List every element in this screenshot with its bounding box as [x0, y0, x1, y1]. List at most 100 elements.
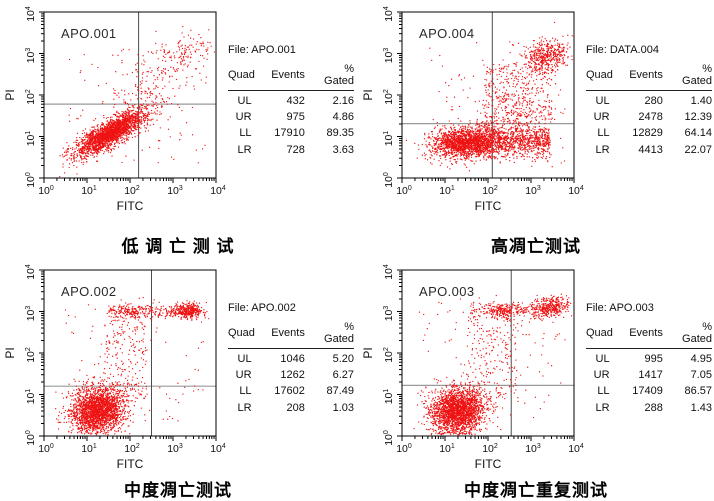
svg-text:101: 101	[383, 131, 395, 147]
table-cell: 12.39	[684, 111, 712, 124]
panel-apo-001: 100 100 101 101 102 102 103 103 104 104 FITC PI APO…	[0, 0, 356, 258]
table-cell: 2478	[638, 111, 663, 124]
table-header-row: Quad Events% Gated	[228, 63, 354, 92]
column-header: % Gated	[304, 63, 354, 92]
y-axis-label: PI	[3, 89, 17, 100]
x-axis-label: FITC	[475, 457, 502, 471]
table-cell: 87.49	[326, 385, 354, 398]
table-row: UR 1417 7.05	[586, 365, 712, 381]
panel-row: 100 100 101 101 102 102 103 103 104 104 FITC PI APO…	[0, 0, 356, 228]
svg-text:102: 102	[482, 443, 498, 455]
table-header: Quad Events% Gated	[228, 321, 354, 350]
table-row: LR 728 3.63	[228, 140, 355, 156]
file-label: File: DATA.004	[586, 44, 659, 56]
table-body: UL 280 1.40 UR 2478 12.39 LL 12829 64.14 LR 4413 22…	[586, 91, 712, 156]
event-dots	[59, 25, 216, 178]
svg-text:102: 102	[383, 347, 395, 363]
table-header-row: Quad Events% Gated	[586, 63, 712, 92]
column-header: Events	[256, 63, 305, 92]
caption: 中度凋亡测试	[124, 481, 232, 500]
table-cell: 975	[286, 111, 305, 124]
quadrant-table: Quad Events% Gated UL 280 1.40 UR 2478 12.39 LL…	[586, 63, 712, 156]
table-cell: UL	[595, 95, 610, 108]
plot-wrap: 100 100 101 101 102 102 103 103 104 104 FITC PI APO…	[0, 258, 228, 486]
panel-row: 100 100 101 101 102 102 103 103 104 104 FITC PI APO…	[358, 0, 714, 228]
table-row: LR 4413 22.07	[586, 140, 713, 156]
table-cell: 86.57	[684, 385, 712, 398]
quadrant-gate-lines	[44, 270, 216, 436]
svg-text:104: 104	[383, 264, 395, 280]
table-cell: 17602	[274, 385, 305, 398]
table-cell: 12829	[632, 127, 663, 140]
svg-text:104: 104	[210, 185, 226, 197]
x-axis-label: FITC	[475, 199, 502, 213]
plot-title: APO.002	[61, 284, 117, 299]
svg-text:103: 103	[25, 48, 37, 64]
table-cell: UR	[593, 111, 610, 124]
stats-panel: File: APO.002 Quad Events% Gated UL 1046 5.…	[228, 302, 354, 486]
svg-text:103: 103	[167, 185, 183, 197]
column-header: Quad	[228, 321, 257, 350]
column-header: % Gated	[662, 63, 712, 92]
table-row: UR 975 4.86	[228, 107, 354, 123]
column-header: % Gated	[304, 321, 354, 350]
table-cell: 4.95	[690, 353, 712, 366]
svg-text:100: 100	[25, 172, 37, 188]
svg-text:104: 104	[568, 185, 584, 197]
svg-text:104: 104	[210, 443, 226, 455]
table-cell: 4413	[638, 143, 663, 156]
plot-title: APO.001	[61, 26, 117, 41]
axis-ticks	[39, 269, 217, 441]
x-axis-label: FITC	[117, 457, 144, 471]
table-cell: 1.03	[332, 401, 354, 414]
table-body: UL 995 4.95 UR 1417 7.05 LL 17409 86.57 LR 288 1.43	[586, 349, 712, 414]
table-row: LL 12829 64.14	[586, 123, 712, 139]
svg-text:102: 102	[124, 443, 140, 455]
y-axis-label: PI	[361, 347, 375, 358]
column-header: Quad	[586, 63, 615, 92]
svg-text:101: 101	[81, 185, 97, 197]
table-row: UR 1262 6.27	[228, 365, 354, 381]
table-cell: LR	[595, 401, 610, 414]
caption: 低 调 亡 测 试	[121, 237, 235, 256]
svg-text:102: 102	[124, 185, 140, 197]
svg-text:104: 104	[25, 264, 37, 280]
svg-text:103: 103	[525, 443, 541, 455]
table-header: Quad Events% Gated	[586, 63, 712, 92]
quadrant-table: Quad Events% Gated UL 432 2.16 UR 975 4.86 LL 17…	[228, 63, 354, 156]
axis-ticks	[397, 11, 575, 183]
table-cell: LL	[239, 127, 252, 140]
table-cell: LL	[597, 385, 610, 398]
file-label: File: APO.001	[228, 44, 296, 56]
quadrant-table: Quad Events% Gated UL 1046 5.20 UR 1262 6.27 LL…	[228, 321, 354, 414]
table-cell: 2.16	[332, 95, 354, 108]
stats-panel: File: DATA.004 Quad Events% Gated UL 280 1.…	[586, 44, 712, 228]
table-row: LL 17409 86.57	[586, 381, 712, 397]
svg-text:100: 100	[25, 430, 37, 446]
table-cell: 208	[286, 401, 305, 414]
table-row: UL 432 2.16	[228, 91, 355, 108]
column-header: Quad	[228, 63, 257, 92]
svg-text:102: 102	[482, 185, 498, 197]
table-cell: LR	[237, 143, 252, 156]
table-cell: 89.35	[326, 127, 354, 140]
table-row: UL 1046 5.20	[228, 349, 355, 366]
svg-text:102: 102	[383, 89, 395, 105]
quadrant-gate-lines	[44, 12, 216, 178]
stats-panel: File: APO.001 Quad Events% Gated UL 432 2.1…	[228, 44, 354, 228]
plot-title: APO.004	[419, 26, 475, 41]
table-cell: 288	[644, 401, 663, 414]
table-row: LL 17602 87.49	[228, 381, 354, 397]
x-axis-label: FITC	[117, 199, 144, 213]
table-cell: 1046	[280, 353, 305, 366]
svg-text:101: 101	[439, 443, 455, 455]
caption: 中度凋亡重复测试	[464, 481, 608, 500]
panel-apo-002: 100 100 101 101 102 102 103 103 104 104 FITC PI APO…	[0, 258, 356, 501]
